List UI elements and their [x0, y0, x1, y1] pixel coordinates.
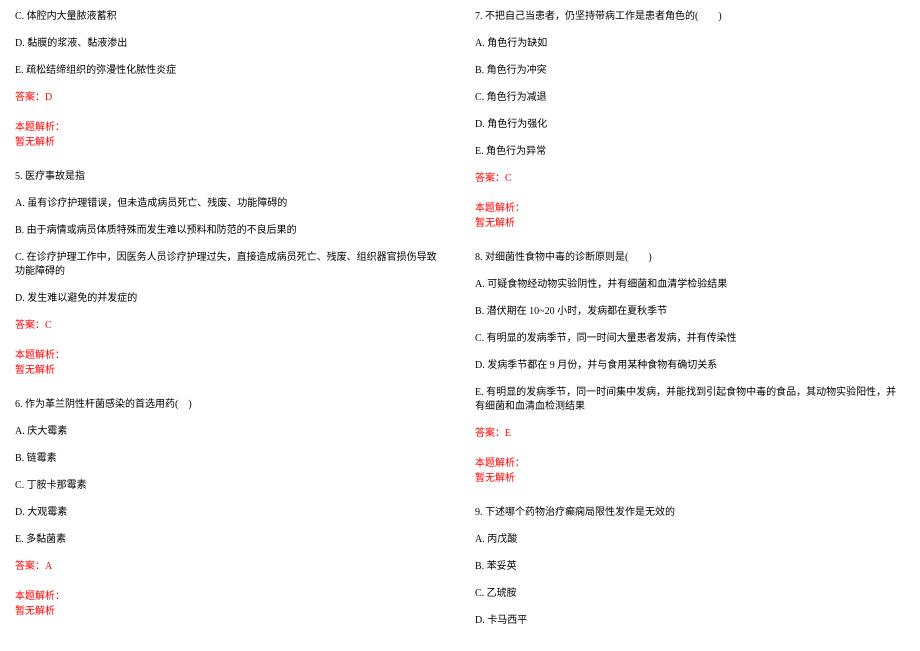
analysis-label: 本题解析： [475, 454, 905, 469]
option-a: A. 可疑食物经动物实验阴性，并有细菌和血清学检验结果 [475, 278, 905, 292]
option-e: E. 多黏菌素 [15, 533, 445, 547]
question-7: 7. 不把自己当患者，仍坚持带病工作是患者角色的( ) A. 角色行为缺如 B.… [475, 10, 905, 229]
option-c: C. 乙琥胺 [475, 587, 905, 601]
analysis-content: 暂无解析 [15, 133, 445, 148]
option-c: C. 在诊疗护理工作中，因医务人员诊疗护理过失，直接造成病员死亡、残废、组织器官… [15, 251, 445, 279]
option-a: A. 丙戊酸 [475, 533, 905, 547]
left-column: C. 体腔内大量脓液蓄积 D. 黏膜的浆液、黏液渗出 E. 疏松结缔组织的弥漫性… [0, 0, 460, 651]
option-c: C. 角色行为减退 [475, 91, 905, 105]
option-d: D. 发生难以避免的并发症的 [15, 292, 445, 306]
right-column: 7. 不把自己当患者，仍坚持带病工作是患者角色的( ) A. 角色行为缺如 B.… [460, 0, 920, 651]
option-a: A. 庆大霉素 [15, 425, 445, 439]
option-a: A. 虽有诊疗护理错误，但未造成病员死亡、残废、功能障碍的 [15, 197, 445, 211]
analysis-label: 本题解析： [15, 346, 445, 361]
answer-text: 答案：E [475, 427, 905, 441]
question-stem: 6. 作为革兰阴性杆菌感染的首选用药( ) [15, 398, 445, 412]
option-c: C. 丁胺卡那霉素 [15, 479, 445, 493]
analysis-block: 本题解析： 暂无解析 [475, 454, 905, 484]
analysis-block: 本题解析： 暂无解析 [15, 587, 445, 617]
question-9: 9. 下述哪个药物治疗癫痫局限性发作是无效的 A. 丙戊酸 B. 苯妥英 C. … [475, 506, 905, 628]
analysis-label: 本题解析： [15, 118, 445, 133]
option-c: C. 体腔内大量脓液蓄积 [15, 10, 445, 24]
question-stem: 7. 不把自己当患者，仍坚持带病工作是患者角色的( ) [475, 10, 905, 24]
analysis-content: 暂无解析 [15, 602, 445, 617]
answer-text: 答案：C [475, 172, 905, 186]
analysis-content: 暂无解析 [475, 469, 905, 484]
option-d: D. 发病季节都在 9 月份，并与食用某种食物有确切关系 [475, 359, 905, 373]
analysis-block: 本题解析： 暂无解析 [475, 199, 905, 229]
question-stem: 9. 下述哪个药物治疗癫痫局限性发作是无效的 [475, 506, 905, 520]
option-e: E. 疏松结缔组织的弥漫性化脓性炎症 [15, 64, 445, 78]
question-5: 5. 医疗事故是指 A. 虽有诊疗护理错误，但未造成病员死亡、残废、功能障碍的 … [15, 170, 445, 376]
option-d: D. 角色行为强化 [475, 118, 905, 132]
option-a: A. 角色行为缺如 [475, 37, 905, 51]
analysis-block: 本题解析： 暂无解析 [15, 346, 445, 376]
option-b: B. 角色行为冲突 [475, 64, 905, 78]
analysis-label: 本题解析： [475, 199, 905, 214]
question-6: 6. 作为革兰阴性杆菌感染的首选用药( ) A. 庆大霉素 B. 链霉素 C. … [15, 398, 445, 617]
analysis-content: 暂无解析 [475, 214, 905, 229]
option-e: E. 角色行为异常 [475, 145, 905, 159]
option-d: D. 大观霉素 [15, 506, 445, 520]
option-b: B. 由于病情或病员体质特殊而发生难以预料和防范的不良后果的 [15, 224, 445, 238]
question-8: 8. 对细菌性食物中毒的诊断原则是( ) A. 可疑食物经动物实验阴性，并有细菌… [475, 251, 905, 484]
question-stem: 8. 对细菌性食物中毒的诊断原则是( ) [475, 251, 905, 265]
question-stem: 5. 医疗事故是指 [15, 170, 445, 184]
option-e: E. 有明显的发病季节，同一时间集中发病，并能找到引起食物中毒的食品，其动物实验… [475, 386, 905, 414]
answer-text: 答案：C [15, 319, 445, 333]
answer-text: 答案：D [15, 91, 445, 105]
answer-text: 答案：A [15, 560, 445, 574]
analysis-label: 本题解析： [15, 587, 445, 602]
option-c: C. 有明显的发病季节，同一时间大量患者发病，并有传染性 [475, 332, 905, 346]
analysis-content: 暂无解析 [15, 361, 445, 376]
option-d: D. 黏膜的浆液、黏液渗出 [15, 37, 445, 51]
analysis-block: 本题解析： 暂无解析 [15, 118, 445, 148]
option-b: B. 链霉素 [15, 452, 445, 466]
question-4-tail: C. 体腔内大量脓液蓄积 D. 黏膜的浆液、黏液渗出 E. 疏松结缔组织的弥漫性… [15, 10, 445, 148]
option-b: B. 潜伏期在 10~20 小时，发病都在夏秋季节 [475, 305, 905, 319]
option-b: B. 苯妥英 [475, 560, 905, 574]
option-d: D. 卡马西平 [475, 614, 905, 628]
